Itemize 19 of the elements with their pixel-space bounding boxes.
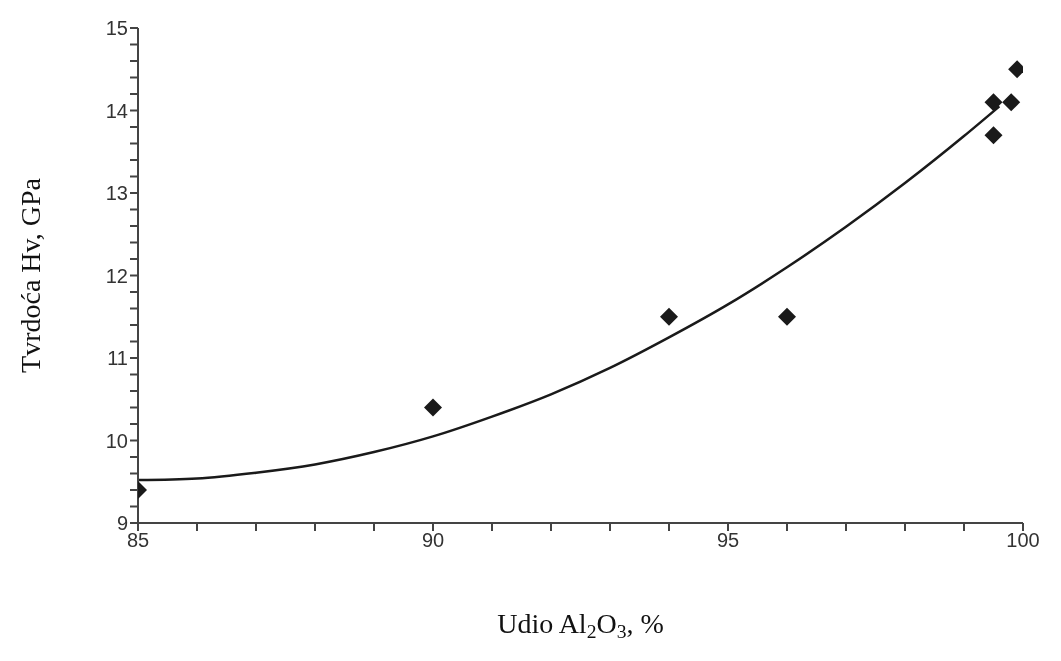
x-tick-label: 90	[421, 529, 445, 552]
point	[984, 93, 1003, 112]
y-tick-label: 9	[116, 512, 128, 535]
y-tick-label: 10	[105, 429, 128, 452]
x-axis-title: Udio Al$_{2}$O$_{3}$, %	[497, 608, 664, 642]
x-tick-label: 85	[126, 529, 150, 552]
point	[984, 126, 1003, 145]
y-tick-label: 11	[107, 347, 128, 370]
point	[660, 307, 678, 326]
y-tick-label: 15	[105, 17, 128, 40]
point	[1002, 93, 1021, 112]
y-tick-label: 12	[105, 264, 128, 287]
y-tick-label: 14	[105, 99, 128, 122]
point	[778, 307, 796, 326]
y-tick-label: 13	[105, 182, 128, 205]
y-axis-title: Tvrdoća Hv, GPa	[15, 177, 46, 373]
point	[424, 398, 442, 417]
x-tick-label: 95	[716, 529, 740, 552]
x-tick-label: 100	[1006, 529, 1040, 552]
